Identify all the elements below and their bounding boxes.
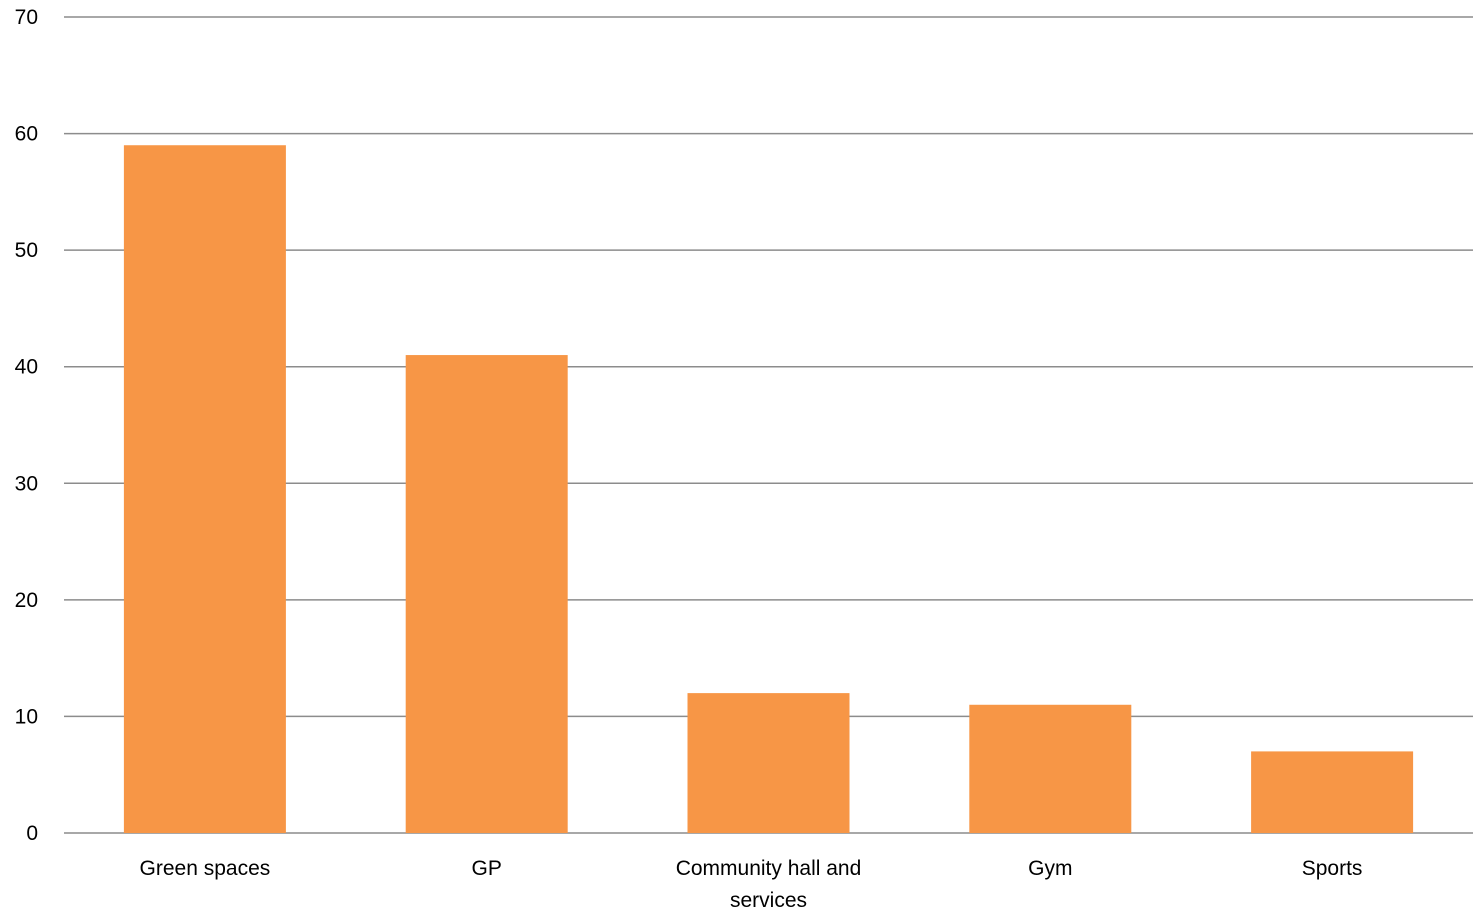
x-category-label: GP [472,857,502,880]
x-category-label-line: Green spaces [140,857,271,880]
x-category-label: Green spaces [140,857,271,880]
y-tick-label: 20 [15,589,38,612]
y-tick-label: 50 [15,239,38,262]
bar-sports [1251,751,1414,833]
y-tick-label: 30 [15,472,38,495]
x-category-label: Sports [1302,857,1363,880]
y-tick-label: 70 [15,6,38,29]
x-category-label-line: Sports [1302,857,1363,880]
y-tick-label: 0 [26,822,38,845]
x-category-label: Gym [1028,857,1072,880]
bars [123,145,1414,833]
x-category-label-line: Community hall and [676,857,862,880]
gridlines [64,16,1473,834]
bar-gp [405,355,568,833]
y-tick-label: 10 [15,705,38,728]
bar-community-hall-and-services [687,693,850,833]
y-axis-tick-labels: 0 10 20 30 40 50 60 70 [15,6,38,845]
x-category-label: Community hall and services [676,857,862,912]
x-category-label-line: Gym [1028,857,1072,880]
y-tick-label: 60 [15,123,38,146]
x-axis-category-labels: Green spaces GP Community hall and services… [140,857,1363,912]
bar-gym [969,704,1132,833]
x-category-label-line: GP [472,857,502,880]
bar-green-spaces [123,145,286,833]
x-category-label-line: services [730,889,807,912]
y-tick-label: 40 [15,356,38,379]
